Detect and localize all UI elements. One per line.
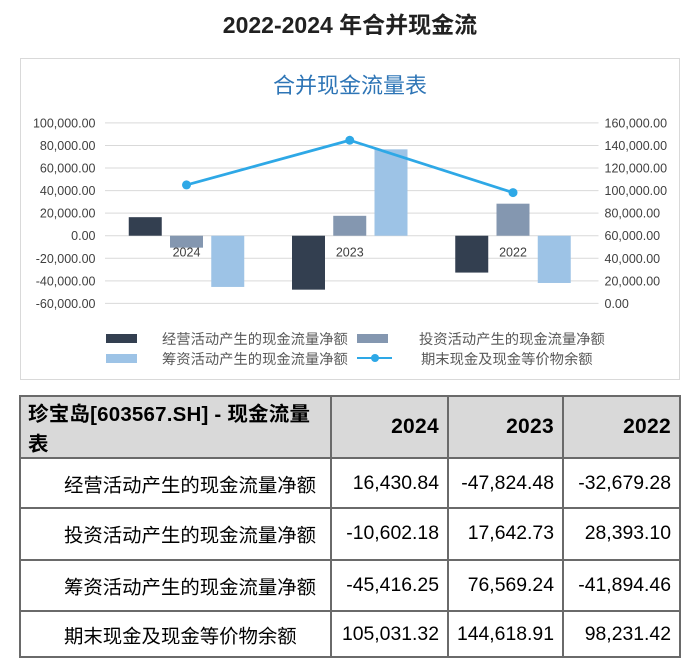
legend-label-operating: 经营活动产生的现金流量净额 (162, 331, 348, 348)
legend-item-operating: 经营活动产生的现金流量净额 (106, 329, 348, 348)
legend-item-investing: 投资活动产生的现金流量净额 (357, 329, 605, 348)
y-axis-right-tick-label: 60,000.00 (605, 229, 661, 243)
table-header-year: 2023 (447, 395, 564, 459)
bar-2022-series1 (496, 203, 530, 236)
y-axis-left-tick-label: -40,000.00 (36, 274, 96, 288)
table-header-year: 2024 (330, 395, 449, 459)
line-marker (508, 188, 518, 198)
bar-2024-series2 (211, 235, 245, 287)
table-row: 投资活动产生的现金流量净额 -10,602.18 17,642.73 28,393.1… (19, 507, 681, 561)
table-cell-value: -45,416.25 (330, 558, 449, 612)
legend-swatch-operating (106, 333, 137, 343)
legend-item-ending-cash: 期末现金及现金等价物余额 (357, 349, 593, 368)
table-cell-value: -32,679.28 (562, 457, 681, 509)
legend-swatch-investing (357, 333, 388, 343)
table-cell-value: -47,824.48 (447, 457, 564, 509)
y-axis-right-tick-label: 160,000.00 (605, 116, 668, 130)
bar-2024-series0 (128, 217, 162, 236)
bar-2024-series1 (170, 235, 203, 248)
table-cell-value: 17,642.73 (447, 507, 564, 561)
y-axis-right-tick-label: 0.00 (605, 297, 629, 311)
y-axis-left-tick-label: -60,000.00 (36, 297, 96, 311)
line-marker (182, 180, 191, 190)
table-cell-value: 16,430.84 (330, 457, 449, 509)
table-row-label: 期末现金及现金等价物余额 (19, 610, 332, 658)
legend-label-financing: 筹资活动产生的现金流量净额 (162, 351, 348, 368)
y-axis-left-tick-label: -20,000.00 (36, 252, 96, 266)
y-axis-left-tick-label: 60,000.00 (40, 162, 96, 176)
bar-2022-series0 (455, 235, 489, 273)
legend-label-investing: 投资活动产生的现金流量净额 (419, 331, 605, 348)
table-header-year: 2022 (562, 395, 681, 459)
table-cell-value: 98,231.42 (562, 610, 681, 658)
table-cell-value: 76,569.24 (447, 558, 564, 612)
bar-2023-series2 (374, 149, 408, 236)
y-axis-left-tick-label: 80,000.00 (40, 139, 96, 153)
table-cell-value: -41,894.46 (562, 558, 681, 612)
table-row-label: 经营活动产生的现金流量净额 (19, 457, 332, 509)
chart-panel: 100,000.00 80,000.00 60,000.00 40,000.00 20,… (20, 58, 680, 380)
legend-swatch-financing (106, 353, 137, 363)
cashflow-combo-chart: 100,000.00 80,000.00 60,000.00 40,000.00 20,… (33, 116, 668, 311)
x-axis-category-label: 2024 (173, 246, 201, 260)
table-row: 期末现金及现金等价物余额 105,031.32 144,618.91 98,231.4… (19, 610, 681, 658)
y-axis-left-tick-label: 100,000.00 (33, 116, 96, 130)
table-cell-value: 105,031.32 (330, 610, 449, 658)
y-axis-left-tick-label: 40,000.00 (40, 184, 96, 198)
y-axis-left-tick-label: 20,000.00 (40, 207, 96, 221)
legend-item-financing: 筹资活动产生的现金流量净额 (106, 349, 348, 368)
y-axis-right-tick-label: 120,000.00 (605, 162, 668, 176)
table-cell-value: 28,393.10 (562, 507, 681, 561)
y-axis-left-tick-label: 0.00 (71, 229, 95, 243)
cashflow-table: 珍宝岛[603567.SH] - 现金流量表 2024 2023 2022 经营活动产… (19, 395, 681, 658)
y-axis-right-tick-label: 80,000.00 (605, 207, 661, 221)
legend-label-ending-cash: 期末现金及现金等价物余额 (421, 351, 593, 368)
x-axis-category-label: 2023 (336, 246, 364, 260)
table-row: 筹资活动产生的现金流量净额 -45,416.25 76,569.24 -41,894.… (19, 558, 681, 612)
bar-2023-series1 (333, 215, 367, 236)
table-row: 经营活动产生的现金流量净额 16,430.84 -47,824.48 -32,679.… (19, 457, 681, 509)
table-cell-value: -10,602.18 (330, 507, 449, 561)
y-axis-right-tick-label: 100,000.00 (605, 184, 668, 198)
y-axis-right-tick-label: 140,000.00 (605, 139, 668, 153)
bar-2023-series0 (292, 235, 325, 290)
x-axis-category-label: 2022 (499, 246, 527, 260)
table-row-label: 筹资活动产生的现金流量净额 (19, 558, 332, 612)
legend-line-marker (357, 354, 392, 363)
table-header-row: 珍宝岛[603567.SH] - 现金流量表 2024 2023 2022 (19, 395, 681, 459)
bar-2022-series2 (537, 235, 571, 283)
table-row-label: 投资活动产生的现金流量净额 (19, 507, 332, 561)
y-axis-right-tick-label: 40,000.00 (605, 252, 661, 266)
table-cell-value: 144,618.91 (447, 610, 564, 658)
page-title: 2022-2024 年合并现金流 (222, 12, 478, 38)
line-series-ending-cash (186, 138, 514, 194)
chart-title: 合并现金流量表 (272, 73, 427, 98)
y-axis-right-tick-label: 20,000.00 (605, 274, 661, 288)
line-marker (345, 135, 355, 145)
table-header-title: 珍宝岛[603567.SH] - 现金流量表 (19, 395, 332, 459)
